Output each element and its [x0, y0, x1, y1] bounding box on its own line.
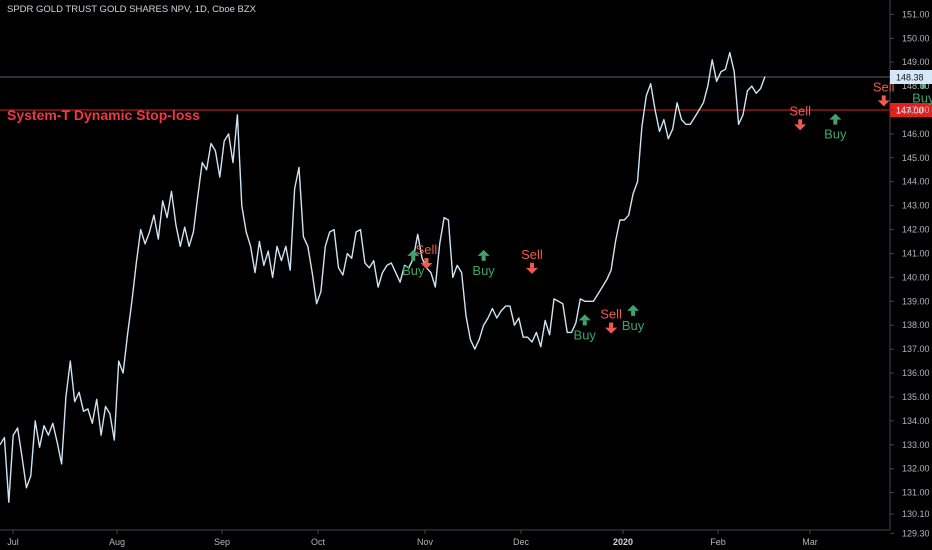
buy-arrow-stem [411, 255, 416, 261]
sell-arrow-icon [420, 263, 433, 270]
stop-loss-line: 147.00 [0, 76, 932, 117]
buy-signal-label: Buy [824, 127, 847, 142]
sell-arrow-icon [877, 100, 890, 107]
buy-arrow-icon [578, 314, 591, 321]
buy-signal-label: Buy [912, 91, 932, 106]
price-tick-label: 145.00 [902, 153, 930, 163]
buy-arrow-stem [921, 83, 926, 89]
price-tick-label: 138.00 [902, 320, 930, 330]
sell-signal: Sell [416, 242, 438, 270]
price-series-line [0, 51, 766, 503]
sell-signal: Sell [873, 79, 895, 107]
price-tick-label: 149.00 [902, 57, 930, 67]
price-tick-label: 151.00 [902, 9, 930, 19]
stop-loss-badge-label: 147.00 [896, 106, 924, 116]
chart-title: SPDR GOLD TRUST GOLD SHARES NPV, 1D, Cbo… [7, 4, 257, 15]
buy-signal-label: Buy [574, 327, 597, 342]
time-tick-label: Feb [710, 537, 726, 547]
sell-arrow-stem [798, 119, 803, 125]
buy-arrow-icon [477, 249, 490, 256]
price-tick-label: 141.00 [902, 248, 930, 258]
buy-arrow-icon [627, 304, 640, 311]
sell-arrow-stem [609, 322, 614, 328]
buy-signal: Buy [824, 113, 847, 142]
sell-signal-label: Sell [873, 79, 895, 94]
time-tick-label: Aug [109, 537, 125, 547]
stop-loss-badge [890, 103, 932, 117]
time-tick-label: Sep [214, 537, 230, 547]
price-series [0, 51, 766, 503]
buy-signal: Buy [622, 304, 645, 333]
buy-arrow-stem [582, 320, 587, 326]
price-tick-label: 146.00 [902, 129, 930, 139]
strategy-label: System-T Dynamic Stop-loss [7, 107, 200, 123]
buy-signal-label: Buy [472, 263, 495, 278]
buy-signal: Buy [574, 314, 597, 342]
sell-signal: Sell [789, 103, 811, 131]
price-tick-label: 133.00 [902, 440, 930, 450]
sell-arrow-stem [424, 258, 429, 264]
buy-signal-label: Buy [402, 263, 425, 278]
sell-signal-label: Sell [600, 307, 622, 322]
price-tick-label: 130.10 [902, 509, 930, 519]
time-tick-label: Dec [513, 537, 530, 547]
price-tick-label: 129.30 [902, 528, 930, 538]
price-tick-label: 148.00 [902, 81, 930, 91]
price-tick-label: 136.00 [902, 368, 930, 378]
time-tick-label: Oct [311, 537, 326, 547]
price-tick-label: 140.00 [902, 272, 930, 282]
price-tick-label: 135.00 [902, 392, 930, 402]
buy-signal-label: Buy [622, 318, 645, 333]
price-axis[interactable]: 151.00 150.00 149.00 148.00 147.00 146.00 145.… [890, 9, 932, 538]
price-tick-label: 142.00 [902, 225, 930, 235]
sell-arrow-icon [525, 267, 538, 274]
price-tick-label: 144.00 [902, 177, 930, 187]
time-tick-label: Jul [7, 537, 19, 547]
time-axis[interactable]: Jul Aug Sep Oct Nov Dec 2020 Feb Mar [7, 530, 818, 547]
price-tick-label: 137.00 [902, 344, 930, 354]
sell-signal-label: Sell [416, 242, 438, 257]
buy-arrow-stem [631, 310, 636, 316]
price-tick-label: 132.00 [902, 464, 930, 474]
sell-arrow-stem [529, 262, 534, 268]
time-tick-label: Nov [417, 537, 434, 547]
last-price-badge [890, 70, 932, 84]
buy-arrow-stem [833, 119, 838, 125]
chart-grid [0, 0, 891, 531]
price-tick-label: 139.00 [902, 296, 930, 306]
price-tick-label: 134.00 [902, 416, 930, 426]
buy-arrow-icon [407, 249, 420, 256]
sell-arrow-icon [605, 327, 618, 334]
price-tick-label: 143.00 [902, 201, 930, 211]
price-tick-label: 150.00 [902, 33, 930, 43]
buy-arrow-stem [481, 255, 486, 261]
sell-signal-label: Sell [521, 247, 543, 262]
last-price-badge-label: 148.38 [896, 73, 924, 83]
sell-arrow-icon [794, 124, 807, 131]
price-tick-label: 147.00 [902, 105, 930, 115]
time-tick-label: 2020 [613, 537, 633, 547]
price-tick-label: 131.00 [902, 488, 930, 498]
sell-signal: Sell [600, 307, 622, 334]
sell-signal-label: Sell [789, 103, 811, 118]
buy-arrow-icon [829, 113, 842, 120]
sell-arrow-stem [881, 95, 886, 101]
buy-signal: Buy [402, 249, 425, 278]
time-tick-label: Mar [802, 537, 818, 547]
sell-signal: Sell [521, 247, 543, 274]
buy-signal: Buy [472, 249, 495, 278]
